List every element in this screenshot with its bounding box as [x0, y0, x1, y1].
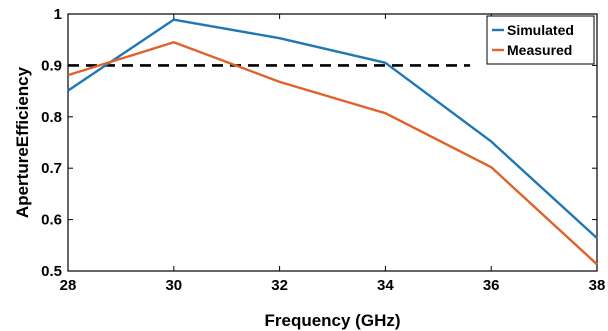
x-tick-label: 36	[483, 277, 500, 294]
series-line-measured	[67, 41, 598, 266]
x-tick-label: 34	[377, 277, 394, 294]
legend-label-simulated: Simulated	[507, 22, 574, 38]
series-line-simulated	[67, 18, 598, 239]
x-tick-label: 38	[589, 277, 606, 294]
chart-legend: Simulated Measured	[486, 15, 595, 65]
x-tick-label: 28	[60, 277, 77, 294]
y-tick-label: 0.5	[41, 263, 62, 280]
y-tick-label: 0.6	[41, 212, 62, 229]
plot-frame	[67, 13, 598, 272]
x-tick-label: 30	[165, 277, 182, 294]
y-tick-label: 0.8	[41, 109, 62, 126]
legend-box	[486, 15, 595, 65]
y-axis-ticks: 0.5 0.6 0.7 0.8 0.9 1	[41, 6, 597, 280]
y-tick-label: 0.7	[41, 160, 62, 177]
y-tick-label: 0.9	[41, 57, 62, 74]
x-axis-title: Frequency (GHz)	[264, 311, 400, 330]
series-layer	[67, 18, 598, 266]
y-tick-label: 1	[54, 6, 62, 23]
y-axis-title: ApertureEfficiency	[13, 66, 32, 218]
x-tick-label: 32	[271, 277, 288, 294]
legend-label-measured: Measured	[507, 42, 572, 58]
